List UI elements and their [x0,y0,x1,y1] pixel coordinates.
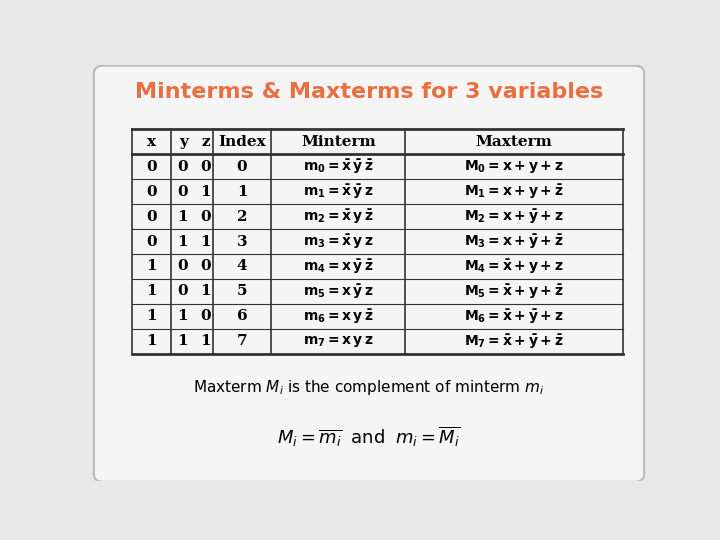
Text: 0: 0 [178,285,188,299]
Text: $\mathbf{m_0 = \bar{x}\,\bar{y}\,\bar{z}}$: $\mathbf{m_0 = \bar{x}\,\bar{y}\,\bar{z}… [303,158,374,176]
Text: 1: 1 [178,334,188,348]
Text: 1: 1 [200,285,210,299]
Text: 1: 1 [146,309,157,323]
Text: 0: 0 [146,185,157,199]
Text: 1: 1 [178,309,188,323]
Text: 0: 0 [178,259,188,273]
Text: 6: 6 [237,309,248,323]
Text: Maxterm $M_i$ is the complement of minterm $m_i$: Maxterm $M_i$ is the complement of minte… [194,377,544,396]
Text: $\mathbf{M_0 = x + y + z}$: $\mathbf{M_0 = x + y + z}$ [464,158,564,175]
Text: 0: 0 [146,160,157,174]
Text: 1: 1 [200,234,210,248]
Text: 0: 0 [200,309,210,323]
Text: 0: 0 [200,210,210,224]
Text: $\mathbf{m_4 = x\,\bar{y}\,\bar{z}}$: $\mathbf{m_4 = x\,\bar{y}\,\bar{z}}$ [303,257,374,276]
Text: Minterms & Maxterms for 3 variables: Minterms & Maxterms for 3 variables [135,82,603,102]
Text: $\mathbf{M_3 = x + \bar{y} + \bar{z}}$: $\mathbf{M_3 = x + \bar{y} + \bar{z}}$ [464,232,564,251]
Text: 5: 5 [237,285,247,299]
Text: $\mathbf{m_5 = x\,\bar{y}\,z}$: $\mathbf{m_5 = x\,\bar{y}\,z}$ [303,282,374,301]
Text: $\mathbf{m_2 = \bar{x}\,y\,\bar{z}}$: $\mathbf{m_2 = \bar{x}\,y\,\bar{z}}$ [303,207,374,226]
Text: x: x [147,134,156,149]
Text: 4: 4 [237,259,248,273]
Text: $\mathbf{m_1 = \bar{x}\,\bar{y}\,z}$: $\mathbf{m_1 = \bar{x}\,\bar{y}\,z}$ [303,183,374,201]
Text: 3: 3 [237,234,248,248]
Text: 1: 1 [200,185,210,199]
Text: $M_i = \overline{m_i}\;$ and $\;m_i = \overline{M_i}$: $M_i = \overline{m_i}\;$ and $\;m_i = \o… [277,424,461,449]
Text: Minterm: Minterm [301,134,376,149]
Text: $\mathbf{m_6 = x\,y\,\bar{z}}$: $\mathbf{m_6 = x\,y\,\bar{z}}$ [303,307,374,326]
Text: Maxterm: Maxterm [476,134,552,149]
Text: 0: 0 [237,160,248,174]
Text: $\mathbf{M_2 = x + \bar{y} + z}$: $\mathbf{M_2 = x + \bar{y} + z}$ [464,207,564,226]
Text: $\mathbf{M_4 = \bar{x} + y + z}$: $\mathbf{M_4 = \bar{x} + y + z}$ [464,257,564,276]
Text: 0: 0 [200,160,210,174]
Text: 1: 1 [178,234,188,248]
Text: $\mathbf{M_6 = \bar{x} + \bar{y} + z}$: $\mathbf{M_6 = \bar{x} + \bar{y} + z}$ [464,307,564,326]
Text: 0: 0 [178,160,188,174]
FancyBboxPatch shape [94,66,644,482]
Text: 1: 1 [146,334,157,348]
Text: $\mathbf{m_3 = \bar{x}\,y\,z}$: $\mathbf{m_3 = \bar{x}\,y\,z}$ [303,232,374,251]
Text: 7: 7 [237,334,248,348]
Text: $\mathbf{m_7 = x\,y\,z}$: $\mathbf{m_7 = x\,y\,z}$ [303,334,374,349]
Text: $\mathbf{M_5 = \bar{x} + y + \bar{z}}$: $\mathbf{M_5 = \bar{x} + y + \bar{z}}$ [464,282,564,301]
Text: $\mathbf{M_1 = x + y + \bar{z}}$: $\mathbf{M_1 = x + y + \bar{z}}$ [464,183,564,201]
Text: 1: 1 [237,185,248,199]
Text: z: z [202,134,210,149]
Text: 0: 0 [178,185,188,199]
Text: Index: Index [218,134,266,149]
Text: 2: 2 [237,210,247,224]
Text: 0: 0 [146,210,157,224]
Text: 1: 1 [200,334,210,348]
Text: 0: 0 [200,259,210,273]
Text: y: y [179,134,188,149]
Text: 1: 1 [146,285,157,299]
Text: 0: 0 [146,234,157,248]
Text: 1: 1 [178,210,188,224]
Text: $\mathbf{M_7 = \bar{x} + \bar{y} + \bar{z}}$: $\mathbf{M_7 = \bar{x} + \bar{y} + \bar{… [464,332,564,350]
Text: 1: 1 [146,259,157,273]
